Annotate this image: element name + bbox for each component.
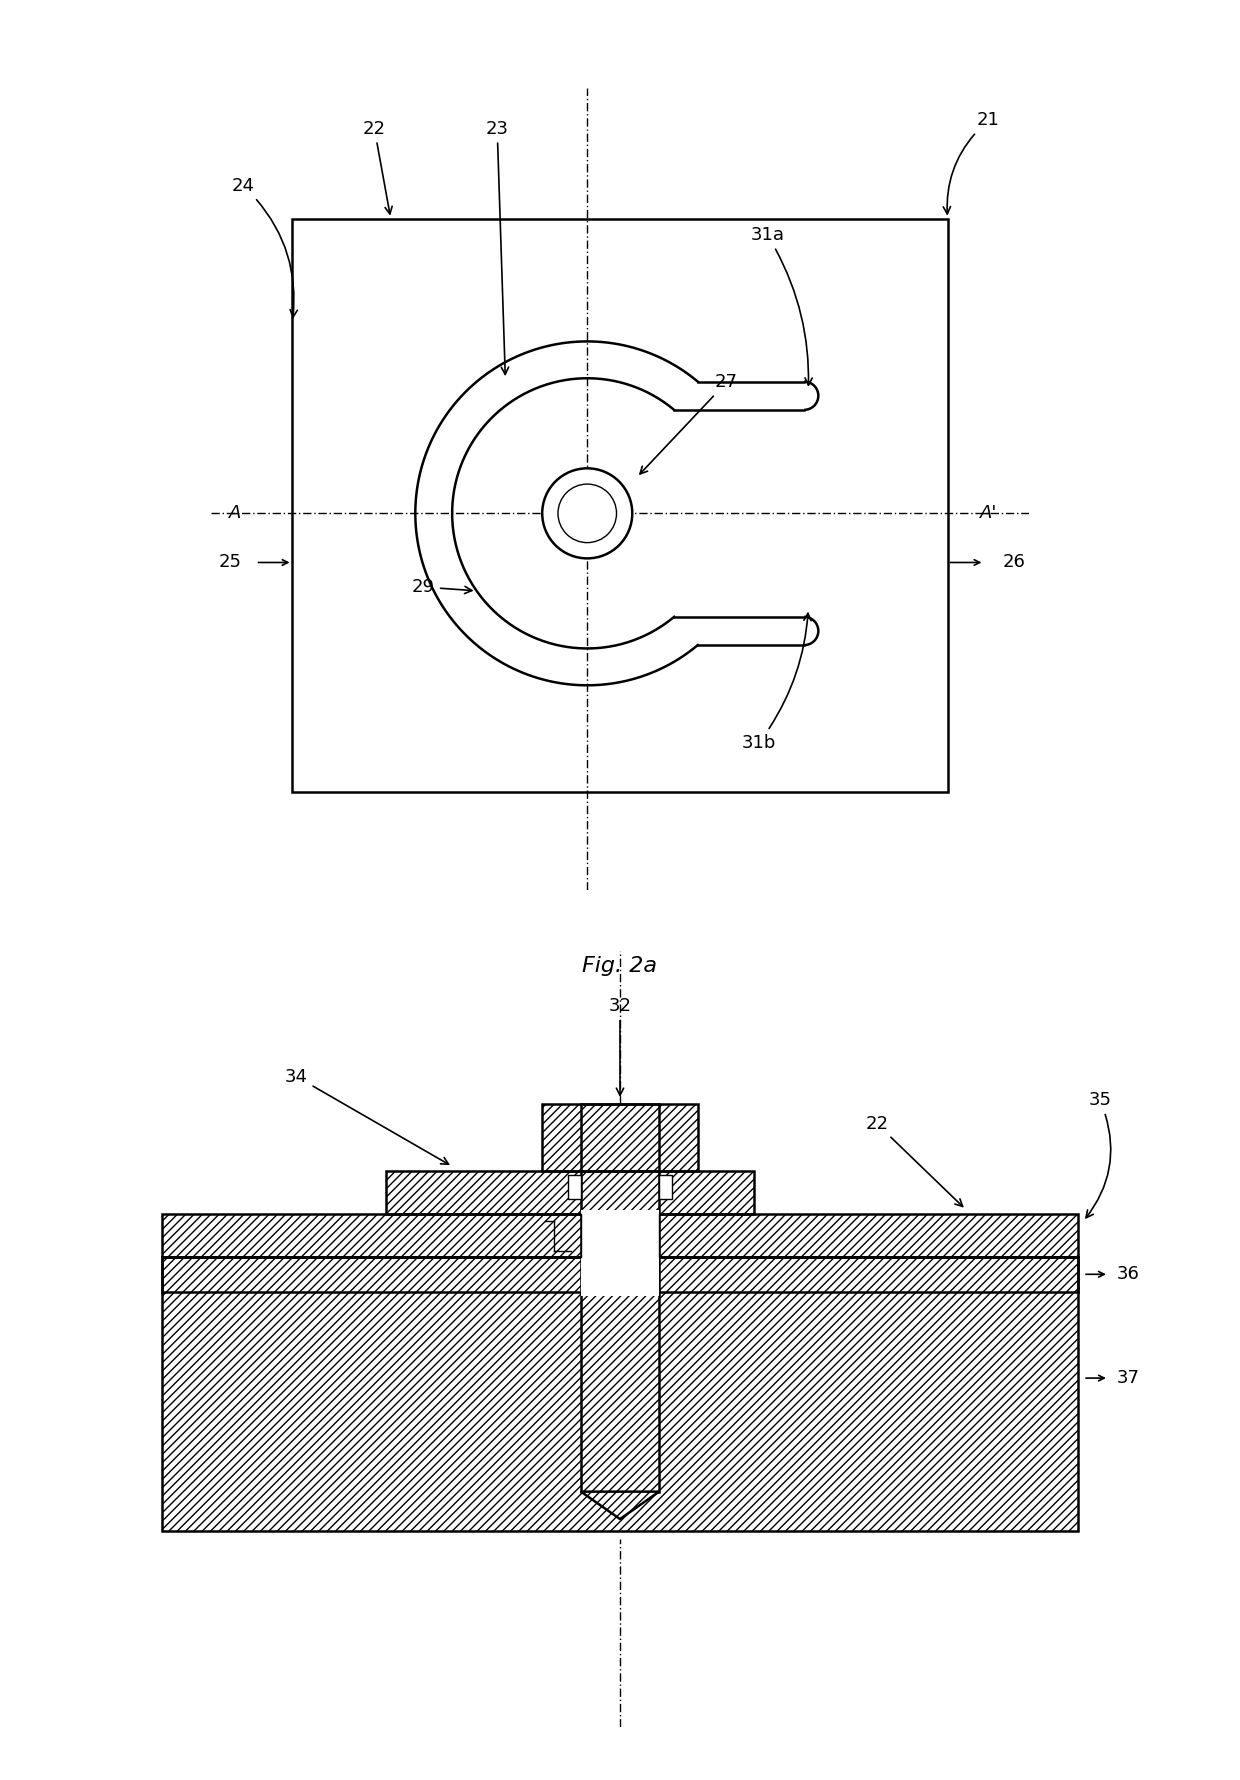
Bar <box>542 1104 698 1171</box>
Text: A': A' <box>980 504 997 522</box>
Text: 31a: 31a <box>750 226 812 384</box>
Text: 27: 27 <box>640 374 738 473</box>
Text: 31b: 31b <box>742 614 811 751</box>
Bar <box>162 1257 1078 1292</box>
Circle shape <box>542 468 632 559</box>
Bar <box>162 1257 1078 1531</box>
Bar <box>162 1214 1078 1257</box>
Text: 32: 32 <box>609 997 631 1095</box>
Text: 22: 22 <box>363 119 392 214</box>
Bar <box>162 1257 1078 1292</box>
Text: 24: 24 <box>232 176 298 317</box>
Text: 36: 36 <box>1116 1266 1140 1283</box>
Bar <box>162 1214 1078 1257</box>
Text: 34: 34 <box>285 1068 449 1164</box>
Bar <box>162 1257 1078 1531</box>
Bar <box>568 1175 580 1198</box>
Bar <box>580 1253 660 1296</box>
Bar <box>293 219 947 792</box>
Text: 23: 23 <box>486 119 508 374</box>
Polygon shape <box>580 1492 660 1518</box>
Bar <box>580 1104 660 1492</box>
Bar <box>386 1171 754 1214</box>
Bar <box>660 1175 672 1198</box>
Circle shape <box>558 484 616 543</box>
Bar <box>580 1104 660 1492</box>
Text: 22: 22 <box>866 1114 962 1207</box>
Bar <box>542 1104 698 1171</box>
Text: Fig. 2a: Fig. 2a <box>583 956 657 975</box>
Text: 21: 21 <box>944 112 999 214</box>
Text: 25: 25 <box>218 554 242 571</box>
Text: 37: 37 <box>1116 1369 1140 1387</box>
Bar <box>386 1171 754 1214</box>
Bar <box>580 1210 660 1260</box>
Text: 29: 29 <box>412 578 472 596</box>
Text: 35: 35 <box>1086 1091 1111 1218</box>
Text: 26: 26 <box>1002 554 1025 571</box>
Text: A: A <box>229 504 242 522</box>
